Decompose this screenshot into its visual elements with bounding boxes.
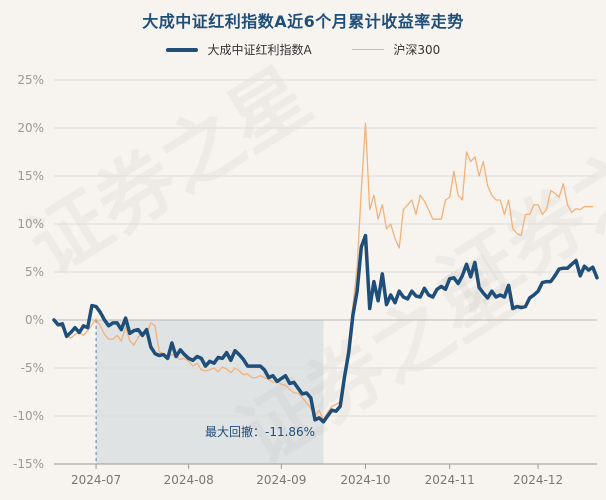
x-tick-label: 2024-11 [425,473,475,487]
y-tick-label: -15% [13,457,44,471]
series-line-fund [52,233,599,424]
legend-label-index: 沪深300 [393,43,441,57]
chart-legend: 大成中证红利指数A 沪深300 [0,41,606,58]
legend-swatch-index [351,49,384,50]
y-tick-label: 10% [17,217,44,231]
y-tick-label: 25% [17,73,44,87]
y-tick-label: -5% [21,361,44,375]
y-tick-label: 15% [17,169,44,183]
legend-item-fund: 大成中证红利指数A [165,41,312,58]
x-tick-label: 2024-07 [71,473,121,487]
x-tick-label: 2024-09 [256,473,306,487]
x-tick-label: 2024-08 [164,473,214,487]
chart-title: 大成中证红利指数A近6个月累计收益率走势 [142,12,464,31]
y-tick-label: 0% [25,313,44,327]
legend-swatch-fund [165,47,198,52]
y-tick-label: 5% [25,265,44,279]
y-tick-label: -10% [13,409,44,423]
x-tick-label: 2024-10 [340,473,390,487]
legend-item-index: 沪深300 [351,41,441,58]
drawdown-label: 最大回撤：-11.86% [205,424,315,439]
legend-label-fund: 大成中证红利指数A [207,43,312,57]
y-tick-label: 20% [17,121,44,135]
x-tick-label: 2024-12 [513,473,563,487]
